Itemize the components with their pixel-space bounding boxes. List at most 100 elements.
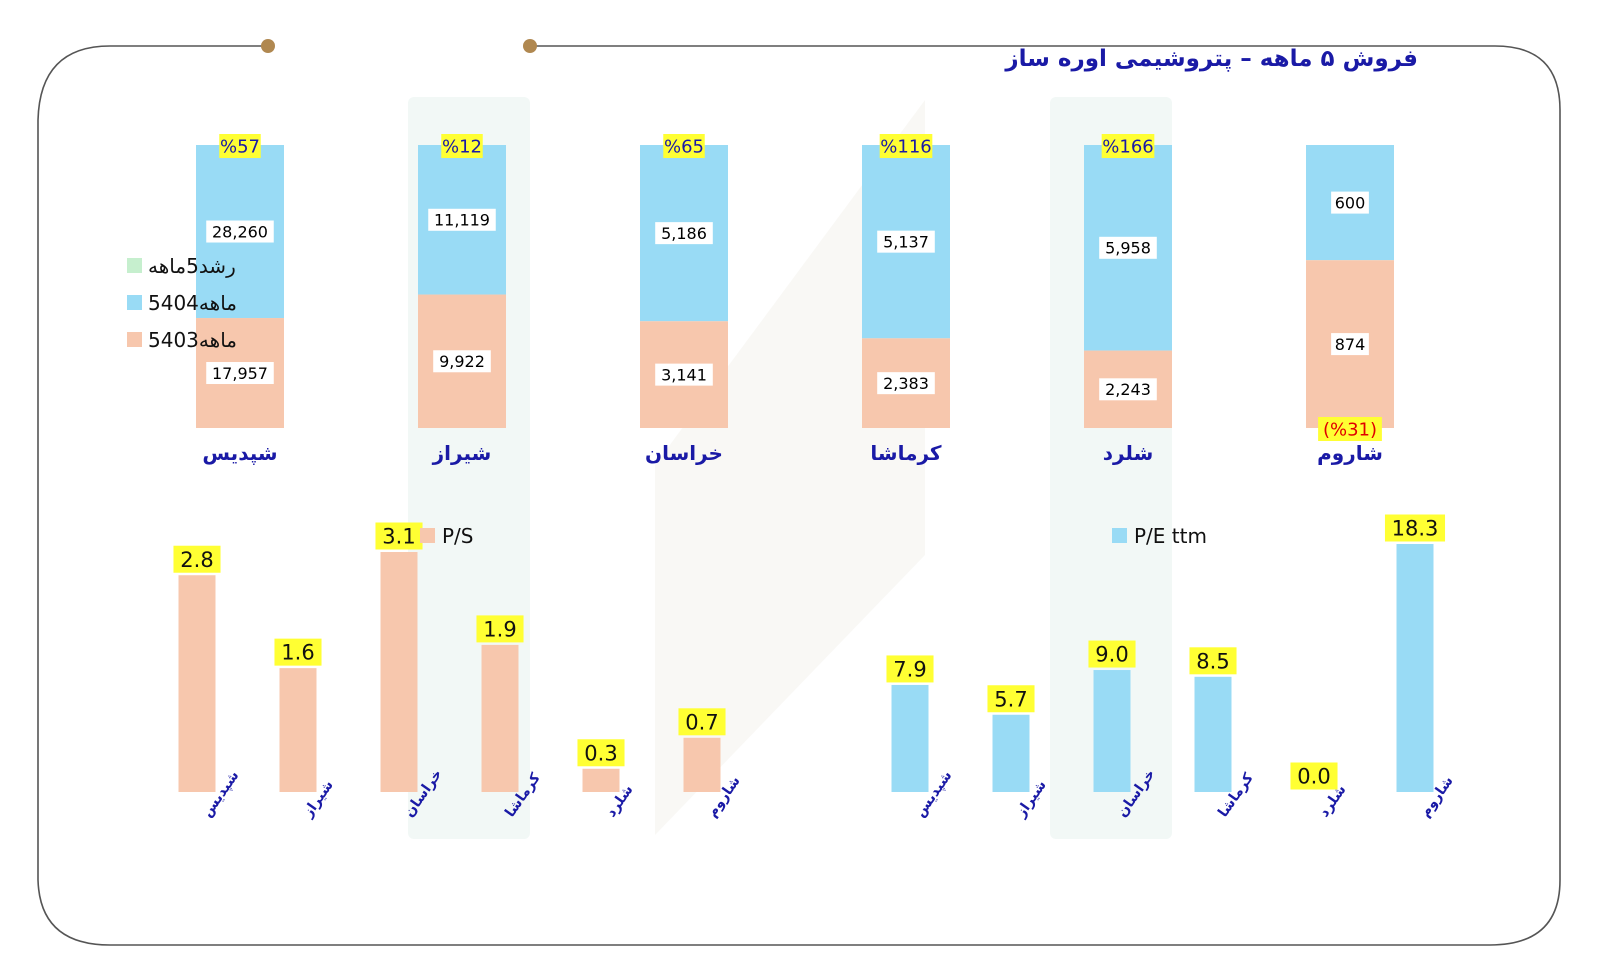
ratio2-value-4-text: 0.0 — [1297, 765, 1330, 789]
ratio2-value-5: 18.3 — [1384, 514, 1446, 542]
label-403-1-bg — [433, 350, 491, 373]
ratio2-bar-2 — [1093, 670, 1131, 792]
label-404-1-text: 11,119 — [434, 211, 490, 230]
label-404-2: 5,186 — [655, 222, 713, 245]
ratio2-value-2-text: 9.0 — [1095, 643, 1128, 667]
ratio2-value-1: 5.7 — [987, 685, 1035, 713]
ratio2-bar-0 — [891, 684, 929, 792]
ratio1-value-5: 0.7 — [678, 708, 726, 736]
ratio1-value-1-text: 1.6 — [281, 641, 314, 665]
label-403-1-text: 9,922 — [439, 352, 485, 371]
category-label-2: خراسان — [645, 441, 723, 465]
stack-group-3: 5,137 2,383 %116 کرماشا — [862, 134, 950, 465]
label-403-0-bg — [206, 362, 274, 385]
ratio1-value-3: 1.9 — [476, 615, 524, 643]
growth-label-1-text: %12 — [442, 136, 482, 157]
growth-label-3-text: %116 — [880, 136, 931, 157]
ratio1-bar-0 — [178, 575, 216, 792]
label-404-1-bg — [428, 208, 496, 231]
frame-border — [37, 45, 1561, 946]
ratio1-legend-swatch — [420, 528, 435, 543]
ratio2-value-3-text: 8.5 — [1196, 649, 1229, 673]
ratio2-value-5-text: 18.3 — [1392, 517, 1439, 541]
ratio2-value-5-bg — [1384, 514, 1446, 542]
ratio2-value-4: 0.0 — [1290, 762, 1338, 790]
label-403-4: 2,243 — [1099, 378, 1157, 401]
growth-label-0-text: %57 — [220, 136, 260, 157]
ratio2-value-1-bg — [987, 685, 1035, 713]
ratio1-bar-3 — [481, 644, 519, 792]
label-404-5-bg — [1331, 191, 1369, 214]
ratio1-value-0-text: 2.8 — [180, 548, 213, 572]
growth-label-3: %116 — [879, 134, 933, 158]
stack-group-5: 600 874 (%31)شاروم — [1306, 145, 1394, 465]
label-404-0: 28,260 — [206, 220, 274, 243]
label-403-5-text: 874 — [1335, 335, 1366, 354]
legend-label-0: رشد5ماهه — [148, 254, 236, 278]
label-404-2-text: 5,186 — [661, 224, 707, 243]
ratio1-value-5-text: 0.7 — [685, 710, 718, 734]
growth-label-3-bg — [879, 134, 933, 158]
ratio1-bar-1 — [279, 668, 317, 792]
label-404-1: 11,119 — [428, 208, 496, 231]
ratio2-value-3: 8.5 — [1189, 647, 1237, 675]
growth-label-4: %166 — [1101, 134, 1155, 158]
label-404-3-text: 5,137 — [883, 232, 929, 251]
label-404-0-bg — [206, 220, 274, 243]
label-404-4-bg — [1099, 236, 1157, 259]
ratio1-bar-2 — [380, 552, 418, 792]
category-label-0: شپدیس — [202, 441, 277, 466]
ratio2-legend-swatch — [1112, 528, 1127, 543]
legend-label-1: 5ماهه404 — [148, 291, 237, 315]
ratio2-legend-label: P/E ttm — [1134, 524, 1207, 548]
ratio1-value-1: 1.6 — [274, 638, 322, 666]
label-403-3-bg — [877, 372, 935, 395]
ratio2-bar-5 — [1396, 544, 1434, 792]
ratio2-bar-1 — [992, 714, 1030, 792]
label-404-5-text: 600 — [1335, 193, 1366, 212]
growth-label-5-text: (%31) — [1323, 419, 1377, 440]
ratio2-legend: P/E ttm — [1112, 524, 1207, 548]
ratio1-bar-5 — [683, 737, 721, 792]
legend-swatch-0 — [127, 258, 142, 273]
growth-label-4-text: %166 — [1102, 136, 1153, 157]
label-403-1: 9,922 — [433, 350, 491, 373]
legend-swatch-1 — [127, 295, 142, 310]
ratio1-value-0: 2.8 — [173, 545, 221, 573]
category-label-3: کرماشا — [870, 441, 942, 465]
label-404-2-bg — [655, 222, 713, 245]
ratio2-bar-3 — [1194, 676, 1232, 792]
frame-dot-left — [261, 39, 275, 53]
ratio2-value-3-bg — [1189, 647, 1237, 675]
ratio1-value-4: 0.3 — [577, 739, 625, 767]
stack-group-4: 5,958 2,243 %166 شلرد — [1084, 134, 1172, 465]
ratio2-value-4-bg — [1290, 762, 1338, 790]
faint-decor-shape — [655, 100, 925, 835]
ratio1-legend-label: P/S — [442, 524, 474, 548]
category-label-5: شاروم — [1317, 441, 1383, 465]
growth-label-1-bg — [441, 134, 483, 158]
label-403-5-bg — [1331, 333, 1369, 356]
growth-label-1: %12 — [441, 134, 483, 158]
label-403-3-text: 2,383 — [883, 374, 929, 393]
label-403-4-text: 2,243 — [1105, 380, 1151, 399]
legend-item-2: 5ماهه403 — [127, 328, 237, 352]
ratio1-value-2-text: 3.1 — [382, 525, 415, 549]
ratio1-value-4-text: 0.3 — [584, 741, 617, 765]
ratio1-value-3-text: 1.9 — [483, 617, 516, 641]
growth-label-0-bg — [219, 134, 261, 158]
label-403-5: 874 — [1331, 333, 1369, 356]
ratio1-legend: P/S — [420, 524, 474, 548]
ratio1-value-4-bg — [577, 739, 625, 767]
label-404-4-text: 5,958 — [1105, 239, 1151, 258]
